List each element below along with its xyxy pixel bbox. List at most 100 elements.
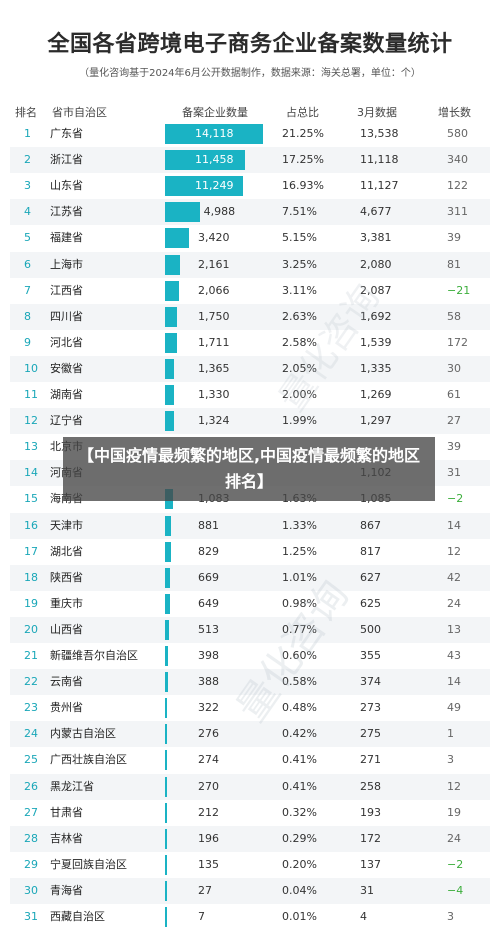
share-cell: 16.93% bbox=[282, 179, 324, 193]
count-label: 2,161 bbox=[198, 257, 230, 271]
table-row: 12 辽宁省 1,324 1.99% 1,297 27 bbox=[10, 408, 490, 435]
growth-cell: −2 bbox=[447, 492, 464, 506]
table-row: 26 黑龙江省 270 0.41% 258 12 bbox=[10, 773, 490, 800]
growth-cell: 340 bbox=[447, 153, 468, 167]
count-label: 829 bbox=[198, 544, 219, 558]
march-cell: 137 bbox=[360, 857, 381, 871]
share-cell: 2.00% bbox=[282, 388, 317, 401]
march-cell: 817 bbox=[360, 544, 381, 558]
rank-cell: 4 bbox=[24, 205, 31, 219]
rank-cell: 19 bbox=[24, 596, 38, 610]
march-cell: 273 bbox=[360, 701, 381, 715]
growth-cell: 39 bbox=[447, 440, 461, 454]
rank-cell: 21 bbox=[24, 649, 38, 662]
count-label: 881 bbox=[198, 518, 219, 532]
province-cell: 山东省 bbox=[50, 179, 83, 193]
march-cell: 11,118 bbox=[360, 153, 399, 167]
count-bar bbox=[165, 854, 167, 875]
count-label: 1,324 bbox=[198, 414, 230, 428]
count-label: 2,066 bbox=[198, 283, 230, 297]
share-cell: 2.58% bbox=[282, 335, 317, 349]
growth-cell: 172 bbox=[447, 335, 468, 349]
count-label: 388 bbox=[198, 675, 219, 689]
share-cell: 3.11% bbox=[282, 283, 317, 297]
share-cell: 1.33% bbox=[282, 518, 317, 532]
share-cell: 0.58% bbox=[282, 675, 317, 689]
share-cell: 2.05% bbox=[282, 361, 317, 375]
growth-cell: 61 bbox=[447, 388, 461, 401]
count-bar bbox=[165, 907, 167, 927]
march-cell: 271 bbox=[360, 753, 381, 767]
march-cell: 1,297 bbox=[360, 414, 392, 428]
count-label: 270 bbox=[198, 779, 219, 793]
table-row: 8 四川省 1,750 2.63% 1,692 58 bbox=[10, 303, 490, 330]
march-cell: 355 bbox=[360, 649, 381, 662]
rank-cell: 1 bbox=[24, 127, 31, 140]
table-row: 16 天津市 881 1.33% 867 14 bbox=[10, 512, 490, 539]
count-bar bbox=[165, 176, 244, 197]
table-row: 1 广东省 14,118 21.25% 13,538 580 bbox=[10, 121, 490, 147]
rank-cell: 30 bbox=[24, 883, 38, 897]
table-row: 9 河北省 1,711 2.58% 1,539 172 bbox=[10, 330, 490, 356]
count-label: 276 bbox=[198, 727, 219, 741]
march-cell: 11,127 bbox=[360, 179, 399, 193]
share-cell: 1.01% bbox=[282, 570, 317, 584]
growth-cell: 122 bbox=[447, 179, 468, 193]
rank-cell: 20 bbox=[24, 622, 38, 636]
growth-cell: 14 bbox=[447, 675, 461, 689]
province-cell: 湖北省 bbox=[50, 544, 83, 558]
share-cell: 0.42% bbox=[282, 727, 317, 741]
table-row: 18 陕西省 669 1.01% 627 42 bbox=[10, 564, 490, 591]
province-cell: 云南省 bbox=[50, 675, 83, 689]
share-cell: 21.25% bbox=[282, 127, 324, 140]
count-bar bbox=[165, 646, 168, 666]
table-row: 21 新疆维吾尔自治区 398 0.60% 355 43 bbox=[10, 643, 490, 669]
header-rank: 排名 bbox=[15, 106, 37, 119]
growth-cell: 58 bbox=[447, 309, 461, 323]
overlay-text: 【中国疫情最频繁的地区,中国疫情最频繁的地区排名】 bbox=[77, 446, 421, 491]
growth-cell: −21 bbox=[447, 283, 471, 297]
count-bar bbox=[165, 385, 175, 405]
growth-cell: 27 bbox=[447, 414, 461, 428]
table-row: 5 福建省 3,420 5.15% 3,381 39 bbox=[10, 225, 490, 251]
growth-cell: 24 bbox=[447, 596, 461, 610]
march-cell: 4,677 bbox=[360, 205, 392, 219]
count-bar bbox=[165, 828, 167, 849]
table-row: 22 云南省 388 0.58% 374 14 bbox=[10, 669, 490, 696]
count-bar bbox=[165, 332, 177, 353]
count-bar bbox=[165, 724, 167, 745]
growth-cell: 14 bbox=[447, 518, 461, 532]
share-cell: 0.04% bbox=[282, 883, 317, 897]
count-bar bbox=[165, 228, 189, 249]
page-subtitle: （量化咨询基于2024年6月公开数据制作，数据来源：海关总署，单位：个） bbox=[79, 68, 421, 79]
growth-cell: 39 bbox=[447, 231, 461, 245]
growth-cell: 43 bbox=[447, 649, 461, 662]
count-bar bbox=[165, 515, 172, 536]
rank-cell: 17 bbox=[24, 544, 38, 558]
table-row: 23 贵州省 322 0.48% 273 49 bbox=[10, 695, 490, 721]
province-cell: 新疆维吾尔自治区 bbox=[50, 649, 138, 662]
march-cell: 1,335 bbox=[360, 361, 392, 375]
share-cell: 5.15% bbox=[282, 231, 317, 245]
count-bar bbox=[165, 280, 180, 301]
rank-cell: 15 bbox=[24, 492, 38, 506]
table-row: 25 广西壮族自治区 274 0.41% 271 3 bbox=[10, 747, 490, 773]
rank-cell: 27 bbox=[24, 805, 38, 819]
growth-cell: −2 bbox=[447, 857, 464, 871]
growth-cell: 311 bbox=[447, 205, 468, 219]
count-bar bbox=[165, 254, 180, 275]
count-bar bbox=[165, 124, 263, 144]
province-cell: 宁夏回族自治区 bbox=[50, 857, 127, 871]
province-cell: 广东省 bbox=[50, 127, 83, 140]
count-bar bbox=[165, 880, 167, 901]
rank-cell: 31 bbox=[24, 910, 38, 923]
count-label: 3,420 bbox=[198, 231, 230, 245]
march-cell: 4 bbox=[360, 910, 367, 923]
count-bar bbox=[165, 306, 178, 327]
province-cell: 陕西省 bbox=[50, 570, 83, 584]
table-row: 28 吉林省 196 0.29% 172 24 bbox=[10, 825, 490, 852]
growth-cell: 49 bbox=[447, 701, 461, 715]
count-label: 1,330 bbox=[198, 388, 230, 401]
count-label: 513 bbox=[198, 622, 219, 636]
march-cell: 500 bbox=[360, 622, 381, 636]
